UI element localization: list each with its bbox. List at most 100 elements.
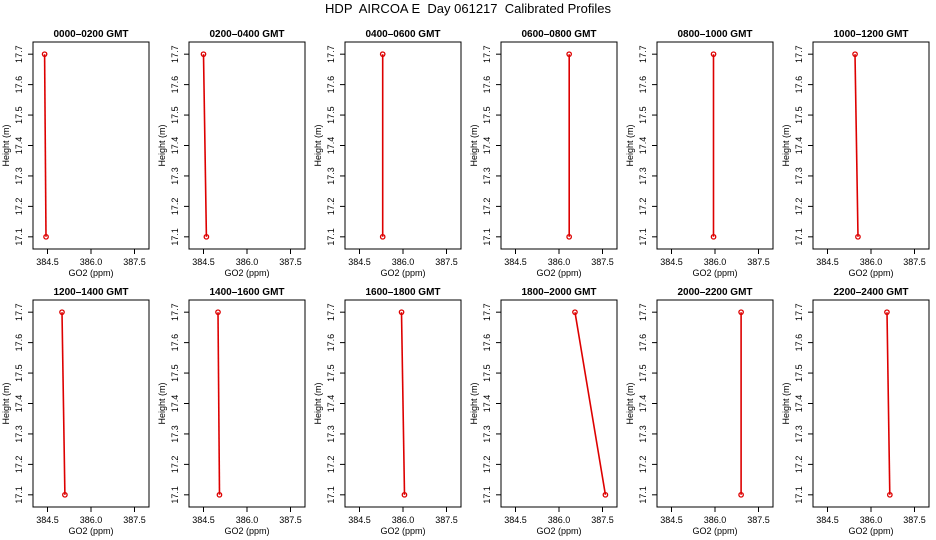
y-tick-label: 17.4 — [482, 137, 492, 155]
panel-title: 0000–0200 GMT — [53, 29, 128, 40]
panel-frame — [344, 41, 462, 250]
x-tick-label: 384.5 — [816, 257, 839, 267]
y-tick-label: 17.5 — [794, 106, 804, 124]
y-tick-label: 17.2 — [638, 198, 648, 216]
y-tick-label: 17.6 — [482, 334, 492, 352]
y-tick-label: 17.6 — [794, 334, 804, 352]
x-axis-label: GO2 (ppm) — [536, 268, 581, 278]
y-tick-label: 17.6 — [170, 334, 180, 352]
x-tick-label: 384.5 — [348, 515, 371, 525]
x-axis-label: GO2 (ppm) — [848, 526, 893, 536]
y-tick-label: 17.7 — [638, 45, 648, 63]
y-tick-label: 17.6 — [170, 76, 180, 94]
profile-point — [62, 491, 68, 498]
x-tick-label: 387.5 — [123, 257, 146, 267]
figure-title: HDP AIRCOA E Day 061217 Calibrated Profi… — [325, 1, 611, 16]
y-tick-label: 17.4 — [14, 395, 24, 413]
y-axis-label: Height (m) — [313, 124, 323, 166]
x-tick-label: 387.5 — [903, 257, 926, 267]
profile-point — [710, 233, 717, 240]
y-tick-label: 17.1 — [14, 228, 24, 246]
profile-point — [738, 309, 744, 316]
y-tick-label: 17.1 — [326, 486, 336, 504]
y-tick-label: 17.6 — [326, 334, 336, 352]
panel-frame — [32, 299, 150, 508]
y-tick-label: 17.6 — [482, 76, 492, 94]
x-tick-label: 387.5 — [123, 515, 146, 525]
x-tick-label: 384.5 — [192, 515, 215, 525]
x-tick-label: 384.5 — [192, 257, 215, 267]
x-tick-label: 387.5 — [591, 257, 614, 267]
y-tick-label: 17.5 — [482, 364, 492, 382]
profile-line — [854, 54, 859, 237]
y-tick-label: 17.2 — [170, 456, 180, 474]
profile-point — [41, 51, 48, 58]
profile-point — [59, 309, 65, 316]
y-tick-label: 17.7 — [638, 303, 648, 321]
profile-point — [602, 491, 609, 498]
y-tick-label: 17.6 — [794, 76, 804, 94]
x-tick-label: 384.5 — [816, 515, 839, 525]
y-tick-label: 17.7 — [170, 45, 180, 63]
x-tick-label: 386.0 — [548, 257, 571, 267]
y-tick-label: 17.6 — [638, 76, 648, 94]
x-tick-label: 386.0 — [392, 515, 415, 525]
y-tick-label: 17.1 — [326, 228, 336, 246]
y-tick-label: 17.7 — [794, 303, 804, 321]
panel-title: 0600–0800 GMT — [521, 29, 596, 40]
profile-point — [216, 491, 223, 498]
y-tick-label: 17.3 — [794, 167, 804, 185]
y-tick-label: 17.1 — [794, 486, 804, 504]
profile-point — [572, 309, 578, 316]
x-tick-label: 384.5 — [36, 515, 59, 525]
y-tick-label: 17.7 — [326, 45, 336, 63]
y-tick-label: 17.2 — [482, 456, 492, 474]
profile-line — [574, 312, 607, 495]
panel-frame — [32, 41, 150, 250]
y-tick-label: 17.6 — [326, 76, 336, 94]
x-axis-label: GO2 (ppm) — [380, 526, 425, 536]
profile-point — [566, 233, 573, 240]
y-tick-label: 17.4 — [638, 137, 648, 155]
panel-frame — [812, 299, 930, 508]
y-tick-label: 17.1 — [482, 228, 492, 246]
y-axis-label: Height (m) — [625, 382, 635, 424]
profile-point — [43, 233, 49, 240]
x-axis-label: GO2 (ppm) — [848, 268, 893, 278]
y-tick-label: 17.4 — [794, 395, 804, 413]
y-tick-label: 17.1 — [170, 486, 180, 504]
panel-frame — [656, 299, 774, 508]
profile-point — [566, 51, 573, 58]
panel-title: 0200–0400 GMT — [209, 29, 284, 40]
x-tick-label: 386.0 — [704, 257, 727, 267]
y-tick-label: 17.7 — [794, 45, 804, 63]
x-tick-label: 386.0 — [392, 257, 415, 267]
x-tick-label: 387.5 — [435, 515, 458, 525]
y-tick-label: 17.5 — [638, 364, 648, 382]
y-tick-label: 17.4 — [794, 137, 804, 155]
profile-point — [379, 51, 386, 58]
panel-title: 1800–2000 GMT — [521, 287, 596, 298]
y-tick-label: 17.5 — [14, 364, 24, 382]
x-tick-label: 384.5 — [348, 257, 371, 267]
y-tick-label: 17.1 — [170, 228, 180, 246]
y-tick-label: 17.2 — [638, 456, 648, 474]
x-tick-label: 387.5 — [747, 257, 770, 267]
panel-title: 1400–1600 GMT — [209, 287, 284, 298]
y-tick-label: 17.4 — [170, 395, 180, 413]
y-tick-label: 17.7 — [14, 45, 24, 63]
panel-frame — [188, 299, 306, 508]
y-tick-label: 17.1 — [638, 228, 648, 246]
y-axis-label: Height (m) — [781, 124, 791, 166]
y-tick-label: 17.6 — [14, 334, 24, 352]
panel-frame — [812, 41, 930, 250]
x-axis-label: GO2 (ppm) — [536, 526, 581, 536]
profile-point — [710, 51, 717, 58]
y-tick-label: 17.3 — [326, 167, 336, 185]
y-axis-label: Height (m) — [313, 382, 323, 424]
profile-point — [379, 233, 386, 240]
x-axis-label: GO2 (ppm) — [380, 268, 425, 278]
profile-point — [215, 309, 221, 316]
y-tick-label: 17.3 — [794, 425, 804, 443]
profile-line — [61, 312, 66, 495]
